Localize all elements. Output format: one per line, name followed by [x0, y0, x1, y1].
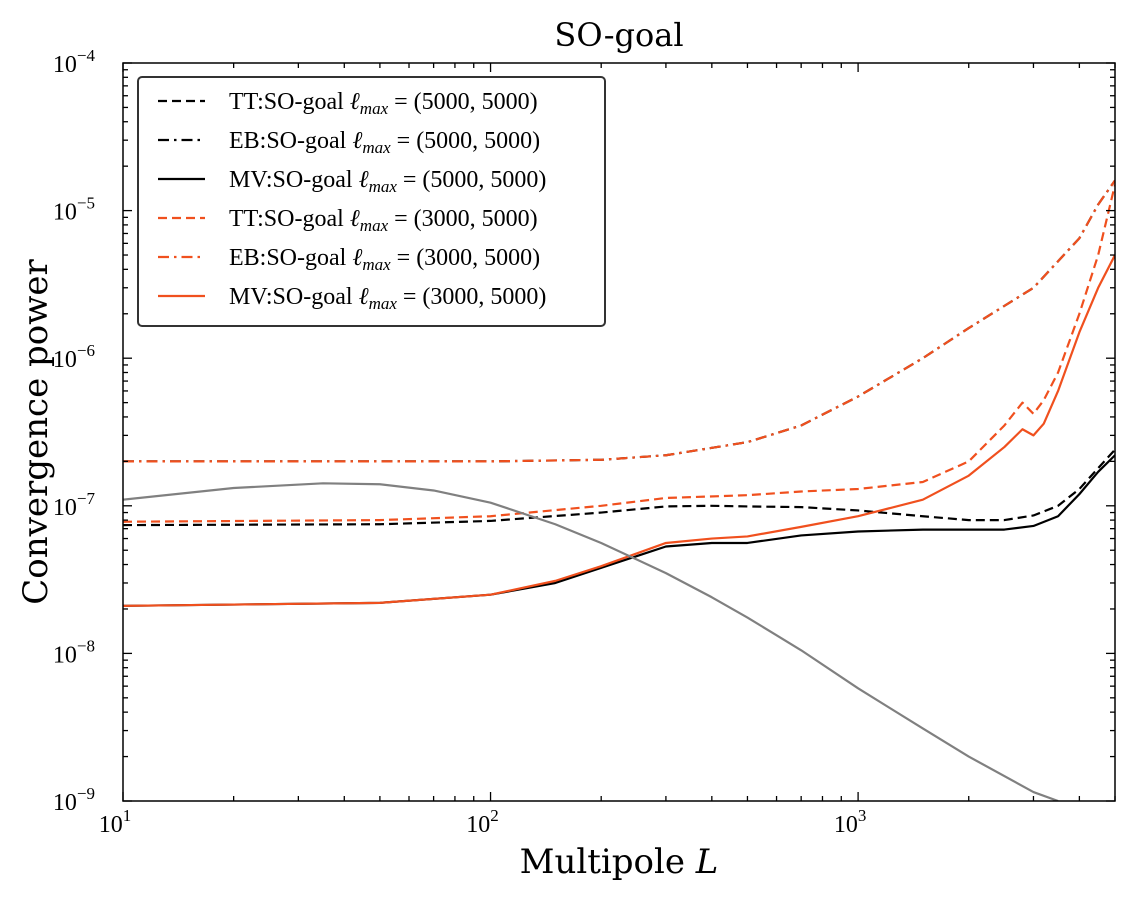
series-line-2 [123, 454, 1115, 607]
legend-box [137, 76, 606, 327]
y-tick-label: 10−9 [53, 784, 95, 816]
y-tick-label: 10−4 [53, 46, 96, 78]
series-line-6 [123, 482, 1059, 801]
x-tick-label: 101 [99, 806, 132, 838]
y-tick-label: 10−7 [53, 489, 96, 521]
tick-layer [122, 62, 1116, 802]
chart-title: SO-goal [554, 16, 683, 54]
x-tick-label: 102 [466, 806, 499, 838]
legend-label: MV:SO-goal ℓmax = (3000, 5000) [229, 284, 546, 313]
legend-label: EB:SO-goal ℓmax = (3000, 5000) [229, 245, 540, 274]
legend-label: EB:SO-goal ℓmax = (5000, 5000) [229, 128, 540, 157]
legend-label: TT:SO-goal ℓmax = (5000, 5000) [229, 89, 538, 118]
y-axis-label: Convergence power [16, 259, 56, 605]
y-tick-label: 10−8 [53, 636, 95, 668]
x-axis-label: Multipole L [520, 842, 719, 882]
series-line-5 [123, 254, 1115, 607]
series-line-4 [123, 179, 1115, 463]
plot-frame [122, 62, 1116, 802]
series-layer [123, 179, 1115, 801]
series-line-3 [123, 184, 1115, 523]
y-tick-label: 10−6 [53, 341, 95, 373]
legend-entries: TT:SO-goal ℓmax = (5000, 5000) EB:SO-goal… [158, 89, 546, 313]
x-tick-label: 103 [834, 806, 867, 838]
legend: TT:SO-goal ℓmax = (5000, 5000) EB:SO-goal… [137, 76, 606, 327]
legend-label: MV:SO-goal ℓmax = (5000, 5000) [229, 167, 546, 196]
series-line-0 [123, 448, 1115, 527]
legend-label: TT:SO-goal ℓmax = (3000, 5000) [229, 206, 538, 235]
tick-label-layer: 101 102 103 10−9 10−8 10−7 10−6 10−5 10−4 [53, 46, 866, 838]
y-tick-label: 10−5 [53, 194, 95, 226]
